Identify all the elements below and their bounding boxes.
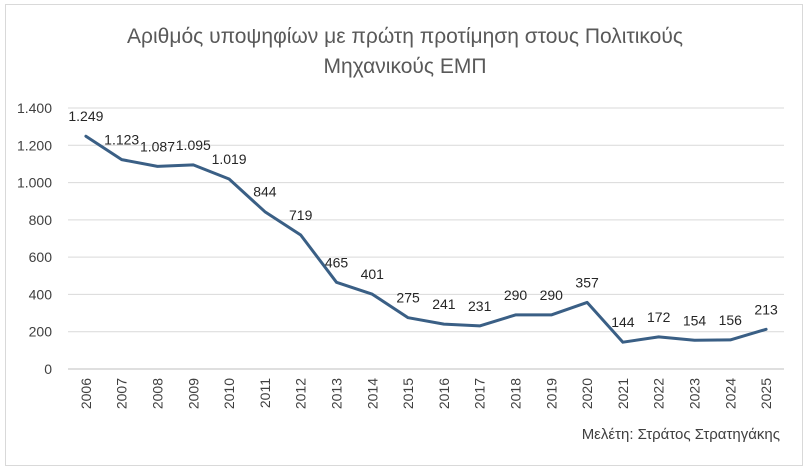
x-tick-label: 2024 bbox=[722, 378, 738, 409]
data-label: 401 bbox=[361, 266, 385, 282]
series-line bbox=[84, 134, 768, 344]
y-tick-label: 1.000 bbox=[17, 175, 52, 191]
data-label: 1.249 bbox=[68, 108, 103, 124]
x-tick-label: 2018 bbox=[508, 378, 524, 409]
y-tick-label: 200 bbox=[29, 324, 53, 340]
chart-frame bbox=[5, 4, 803, 466]
data-label: 290 bbox=[540, 287, 564, 303]
data-label: 357 bbox=[575, 274, 599, 290]
data-label: 1.095 bbox=[176, 137, 211, 153]
data-label: 241 bbox=[432, 296, 456, 312]
data-label: 144 bbox=[611, 314, 635, 330]
data-label: 1.087 bbox=[140, 138, 175, 154]
x-tick-label: 2022 bbox=[651, 378, 667, 409]
data-label: 465 bbox=[325, 254, 349, 270]
x-tick-label: 2011 bbox=[257, 378, 273, 408]
x-tick-label: 2006 bbox=[78, 378, 94, 409]
data-label: 231 bbox=[468, 298, 492, 314]
y-tick-label: 1.200 bbox=[17, 137, 52, 153]
data-label: 275 bbox=[396, 290, 420, 306]
data-label: 213 bbox=[754, 301, 778, 317]
x-tick-label: 2016 bbox=[436, 378, 452, 409]
chart-title-line-2: Μηχανικούς ΕΜΠ bbox=[323, 55, 487, 78]
x-tick-label: 2023 bbox=[687, 378, 703, 409]
x-tick-label: 2007 bbox=[114, 378, 130, 409]
data-label: 1.123 bbox=[104, 132, 139, 148]
x-tick-label: 2021 bbox=[615, 378, 631, 409]
data-label: 290 bbox=[504, 287, 528, 303]
credit-text: Μελέτη: Στράτος Στρατηγάκης bbox=[581, 426, 780, 443]
x-tick-label: 2020 bbox=[579, 378, 595, 409]
y-tick-label: 0 bbox=[44, 361, 52, 377]
y-tick-label: 400 bbox=[29, 286, 53, 302]
data-label: 844 bbox=[253, 184, 277, 200]
x-tick-label: 2025 bbox=[758, 378, 774, 409]
x-tick-label: 2017 bbox=[472, 378, 488, 409]
x-tick-label: 2012 bbox=[293, 378, 309, 409]
x-tick-label: 2010 bbox=[221, 378, 237, 409]
x-tick-label: 2015 bbox=[400, 378, 416, 409]
data-label: 719 bbox=[289, 207, 313, 223]
y-tick-label: 1.400 bbox=[17, 100, 52, 116]
y-tick-label: 800 bbox=[29, 212, 53, 228]
data-label: 172 bbox=[647, 309, 671, 325]
x-tick-label: 2019 bbox=[543, 378, 559, 409]
chart-title-line-1: Αριθμός υποψηφίων με πρώτη προτίμηση στο… bbox=[127, 25, 683, 48]
x-tick-label: 2008 bbox=[150, 378, 166, 409]
x-tick-label: 2013 bbox=[329, 378, 345, 409]
y-tick-label: 600 bbox=[29, 249, 53, 265]
x-tick-label: 2014 bbox=[364, 378, 380, 409]
data-label: 1.019 bbox=[212, 151, 247, 167]
chart-title: Αριθμός υποψηφίων με πρώτη προτίμηση στο… bbox=[0, 22, 810, 82]
data-label: 156 bbox=[719, 312, 743, 328]
x-tick-label: 2009 bbox=[185, 378, 201, 409]
data-label: 154 bbox=[683, 312, 707, 328]
